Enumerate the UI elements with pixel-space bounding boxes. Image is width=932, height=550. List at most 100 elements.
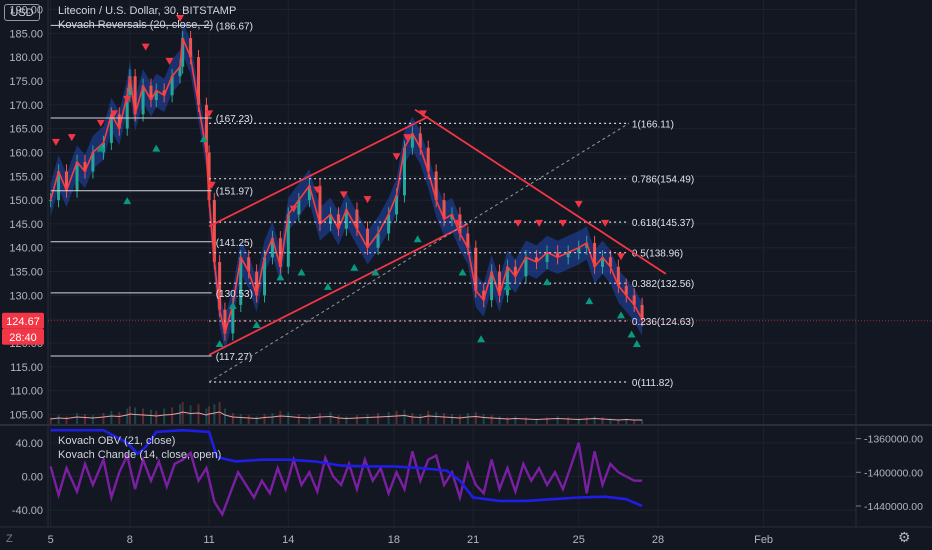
candle-body [223, 309, 227, 334]
volume-bar [474, 411, 477, 424]
volume-bar [403, 409, 406, 424]
reversal-up-marker [350, 263, 359, 271]
price-tick-label: 145.00 [9, 219, 43, 231]
candle-body [336, 214, 340, 229]
candle-body [270, 238, 274, 258]
gear-icon[interactable]: ⚙ [898, 529, 911, 545]
reversal-up-marker [585, 297, 594, 305]
currency-button[interactable]: USD [4, 4, 40, 21]
candle-body [162, 90, 166, 96]
chande-legend: Kovach Chande (14, close, open) [58, 449, 222, 461]
price-tick-label: 190.00 [9, 5, 43, 17]
volume-bar [366, 414, 369, 424]
candle-body [57, 171, 61, 201]
time-tick-label: 28 [652, 534, 664, 546]
trend-line-upper-channel [208, 115, 429, 228]
volume-bar [155, 410, 158, 424]
volume-bar [345, 416, 348, 424]
volume-bar [91, 415, 94, 424]
obv-line [50, 428, 643, 508]
candle-body [632, 295, 636, 305]
price-tick-label: 180.00 [9, 52, 43, 64]
reversal-down-marker [403, 134, 412, 142]
volume-bar [297, 414, 300, 424]
candle-body [141, 85, 145, 115]
candle-body [117, 114, 121, 129]
candle-body [458, 214, 462, 234]
reversal-down-marker [453, 219, 462, 227]
candle-body [410, 133, 414, 148]
candle-body [387, 214, 391, 234]
reversal-up-marker [228, 301, 237, 309]
candle-body [474, 247, 478, 291]
price-tick-label: 115.00 [10, 362, 43, 374]
volume-bar [134, 407, 137, 424]
reversal-down-marker [535, 219, 544, 227]
candle-body [189, 38, 193, 58]
volume-bar [189, 405, 192, 424]
volume-bar [205, 408, 208, 424]
price-tick-label: 130.00 [9, 290, 43, 302]
volume-bar [223, 408, 226, 424]
reversal-down-marker [165, 57, 174, 65]
reversal-up-marker [96, 144, 105, 152]
candle-body [513, 266, 517, 277]
volume-bar [593, 416, 596, 424]
volume-bar [247, 415, 250, 424]
candle-body [450, 214, 454, 220]
time-tick-label: 8 [127, 534, 133, 546]
oscillator-left-tick: 0.00 [22, 472, 43, 484]
indicator-legend: Kovach Reversals (20, close, 2) [58, 19, 214, 31]
price-line [49, 37, 643, 334]
time-tick-label: 5 [48, 534, 54, 546]
countdown-badge [2, 328, 44, 345]
time-tick-label: 25 [573, 534, 585, 546]
zoom-reset-button[interactable]: Z [6, 533, 13, 545]
obv-legend: Kovach OBV (21, close) [58, 435, 176, 447]
oscillator-right-tick: -1440000.00 [864, 501, 923, 513]
reversal-down-marker [207, 181, 216, 189]
candle-body [247, 257, 251, 272]
candle-body [91, 152, 95, 172]
volume-bar [617, 419, 620, 424]
reversal-down-marker [601, 219, 610, 227]
volume-bar [171, 407, 174, 424]
time-tick-label: 18 [388, 534, 400, 546]
volume-bar [337, 415, 340, 424]
reversal-down-marker [67, 134, 76, 142]
volume-bar [524, 417, 527, 424]
volume-ma-line [50, 411, 643, 421]
candle-body [490, 271, 494, 301]
volume-bar [49, 417, 52, 424]
candle-body [616, 266, 620, 286]
candle-body [566, 252, 570, 258]
candle-body [133, 76, 137, 115]
candle-body [207, 152, 211, 201]
volume-bar [110, 410, 113, 424]
candle-body [231, 304, 235, 334]
volume-bar [76, 413, 79, 424]
reversal-up-marker [276, 273, 285, 281]
candle-body [297, 200, 301, 215]
candle-body [75, 161, 79, 191]
candle-body [505, 266, 509, 296]
reversal-up-marker [627, 330, 636, 338]
price-tick-label: 160.00 [9, 147, 43, 159]
candle-body [593, 242, 597, 267]
reversal-down-marker [51, 138, 60, 146]
reversal-down-marker [363, 196, 372, 204]
time-tick-label: 21 [467, 534, 479, 546]
reversal-down-marker [96, 119, 105, 127]
volume-bar [287, 411, 290, 424]
candle-body [181, 38, 185, 67]
fib-level-label: 0(111.82) [632, 378, 673, 389]
volume-bar [458, 415, 461, 424]
candle-body [125, 95, 129, 129]
horizontal-level-label: (151.97) [216, 187, 253, 198]
candle-body [426, 147, 430, 172]
candle-body [376, 233, 380, 248]
candle-body [263, 257, 267, 296]
time-tick-label: Feb [754, 534, 773, 546]
candle-body [329, 214, 333, 224]
